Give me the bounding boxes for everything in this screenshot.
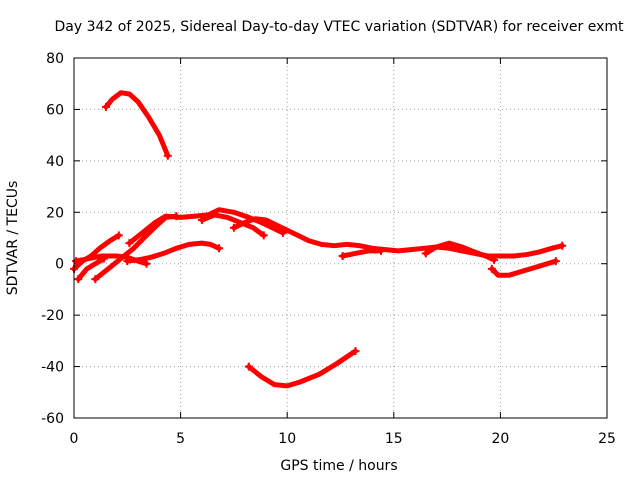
series-track-h <box>231 216 565 259</box>
y-tick-label: 60 <box>46 102 64 118</box>
chart-title: Day 342 of 2025, Sidereal Day-to-day VTE… <box>55 19 625 35</box>
y-tick-label: -60 <box>41 411 64 427</box>
y-axis-label: SDTVAR / TECUs <box>5 181 21 296</box>
data-point-marker <box>163 151 172 160</box>
x-tick-label: 20 <box>491 431 509 447</box>
data-point-marker <box>142 259 151 268</box>
x-tick-label: 0 <box>70 431 79 447</box>
data-point-marker <box>114 231 123 240</box>
gridlines <box>74 58 607 418</box>
data-point-marker <box>377 246 386 255</box>
data-point-marker <box>244 362 253 371</box>
y-tick-label: -20 <box>41 308 64 324</box>
series-track-e <box>126 207 286 246</box>
series-track-high <box>103 90 171 159</box>
data-point-marker <box>421 249 430 258</box>
data-point-marker <box>487 264 496 273</box>
data-point-marker <box>259 231 268 240</box>
data-point-marker <box>551 257 560 266</box>
data-point-marker <box>74 275 83 284</box>
data-point-marker <box>490 255 499 264</box>
series-track-low <box>246 348 358 389</box>
y-tick-label: 0 <box>55 257 64 273</box>
data-point-marker <box>351 347 360 356</box>
series-track-d <box>92 213 179 282</box>
plot-frame <box>73 57 608 419</box>
data-point-marker <box>558 241 567 250</box>
y-tick-label: -40 <box>41 360 64 376</box>
data-series <box>70 90 567 389</box>
data-point-marker <box>101 102 110 111</box>
data-point-marker <box>229 223 238 232</box>
data-point-marker <box>338 252 347 260</box>
data-point-marker <box>72 257 81 266</box>
data-point-marker <box>214 244 223 253</box>
x-tick-label: 15 <box>385 431 403 447</box>
series-track-j <box>423 240 497 263</box>
series-track-b <box>75 256 107 282</box>
y-tick-label: 80 <box>46 51 64 67</box>
x-tick-label: 5 <box>176 431 185 447</box>
data-point-marker <box>123 257 132 266</box>
series-track-g <box>199 212 267 238</box>
y-tick-label: 40 <box>46 154 64 170</box>
series-track-i <box>340 248 384 259</box>
data-point-marker <box>91 275 100 284</box>
x-tick-label: 10 <box>278 431 296 447</box>
data-point-marker <box>125 239 134 248</box>
data-point-marker <box>197 216 206 224</box>
series-track-k <box>489 258 559 278</box>
y-tick-label: 20 <box>46 205 64 221</box>
axis-ticks: 0 5 10 15 20 25 -60 -40 -20 0 20 40 60 80 <box>41 51 616 447</box>
x-tick-label: 25 <box>598 431 616 447</box>
series-track-f <box>124 240 222 264</box>
x-axis-label: GPS time / hours <box>280 458 397 474</box>
